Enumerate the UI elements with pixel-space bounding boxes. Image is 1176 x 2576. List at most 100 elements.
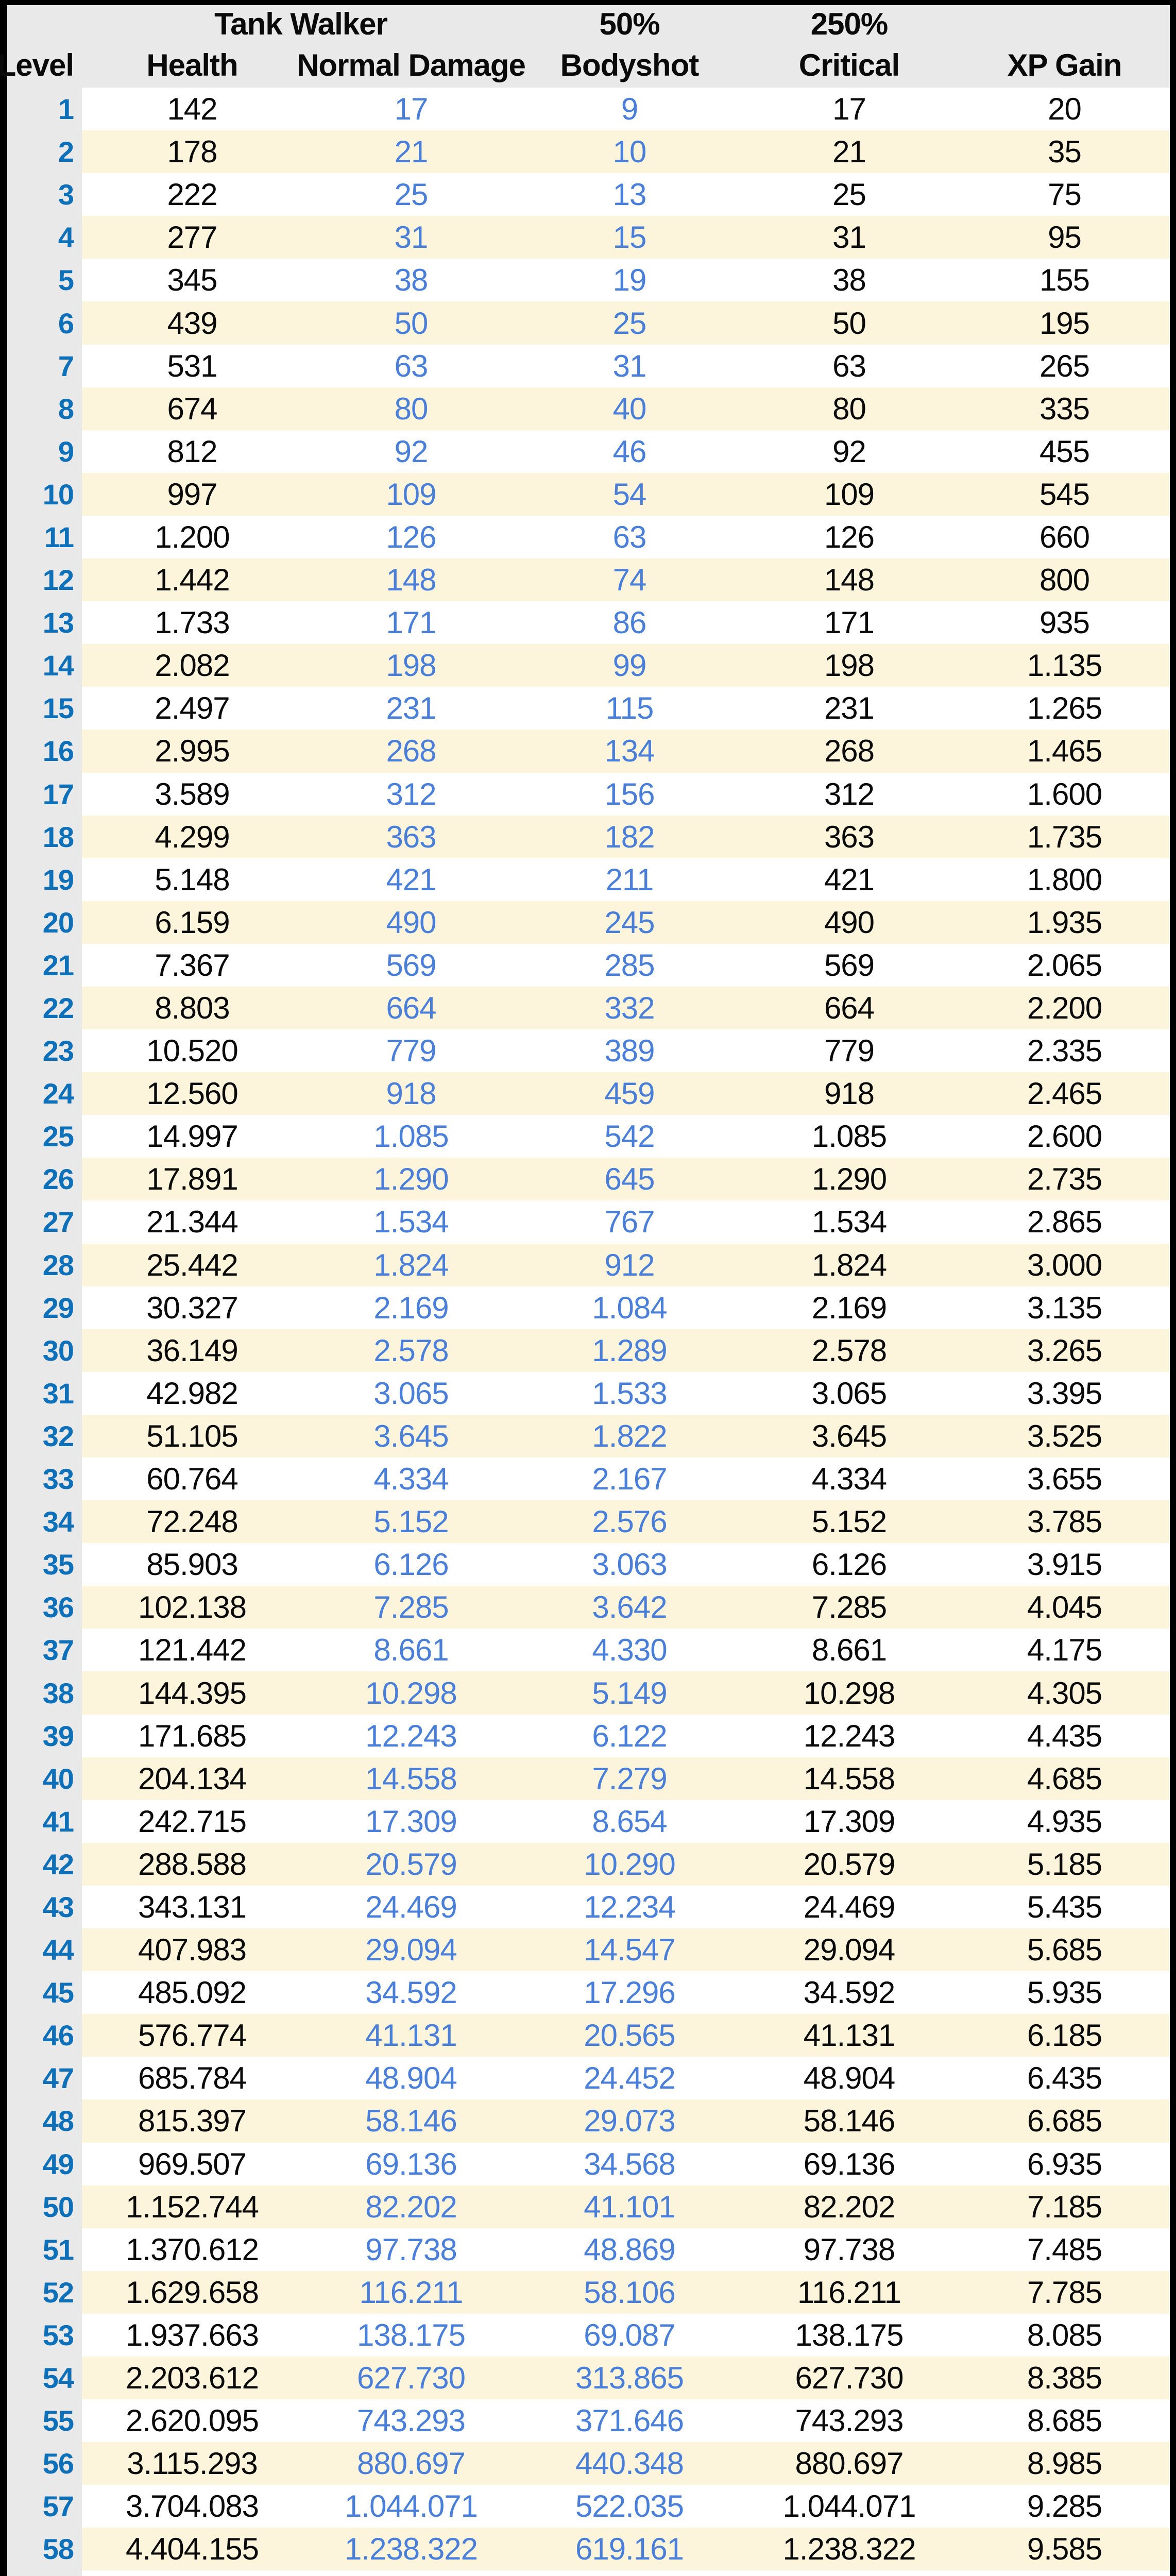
critical-cell: 4.334 — [811, 1462, 887, 1497]
table-row: 2 178 21 10 21 35 — [7, 130, 1170, 174]
xp-gain-cell: 3.655 — [1027, 1462, 1102, 1497]
critical-cell: 2.578 — [811, 1333, 887, 1368]
bodyshot-cell: 20.565 — [584, 2018, 676, 2053]
health-cell: 6.159 — [155, 905, 230, 940]
xp-gain-cell: 5.435 — [1027, 1889, 1102, 1924]
health-cell: 997 — [167, 477, 217, 512]
group-header-250-percent: 250% — [810, 6, 888, 41]
normal-damage-cell: 92 — [394, 434, 429, 469]
xp-gain-cell: 195 — [1039, 306, 1090, 341]
critical-cell: 2.169 — [811, 1290, 887, 1325]
critical-cell: 14.558 — [803, 1761, 896, 1796]
table-row: 30 36.149 2.578 1.289 2.578 3.265 — [7, 1329, 1170, 1372]
bodyshot-cell: 8.654 — [592, 1804, 667, 1839]
normal-damage-cell: 1.824 — [373, 1247, 449, 1282]
health-cell: 1.629.658 — [126, 2275, 259, 2310]
critical-cell: 58.146 — [803, 2104, 896, 2139]
level-cell: 2 — [7, 130, 82, 174]
normal-damage-cell: 918 — [386, 1076, 436, 1111]
normal-damage-cell: 7.285 — [373, 1590, 449, 1625]
xp-gain-cell: 2.865 — [1027, 1205, 1102, 1240]
normal-damage-cell: 25 — [394, 177, 429, 212]
critical-cell: 31 — [832, 220, 866, 255]
normal-damage-cell: 31 — [394, 220, 429, 255]
health-cell: 2.995 — [155, 734, 230, 769]
table-row: 6 439 50 25 50 195 — [7, 301, 1170, 345]
xp-gain-cell: 3.395 — [1027, 1376, 1102, 1411]
bodyshot-cell: 767 — [604, 1205, 655, 1240]
health-cell: 222 — [167, 177, 217, 212]
level-cell: 15 — [7, 687, 82, 730]
level-cell: 51 — [7, 2228, 82, 2271]
table-row: 32 51.105 3.645 1.822 3.645 3.525 — [7, 1414, 1170, 1458]
critical-cell: 231 — [824, 691, 875, 726]
bodyshot-cell: 156 — [604, 776, 655, 811]
bodyshot-cell: 19 — [612, 263, 647, 298]
group-header-50-percent: 50% — [599, 6, 660, 41]
level-cell: 24 — [7, 1072, 82, 1115]
level-cell: 53 — [7, 2313, 82, 2357]
table-row: 23 10.520 779 389 779 2.335 — [7, 1029, 1170, 1073]
level-cell: 33 — [7, 1458, 82, 1501]
xp-gain-cell: 3.265 — [1027, 1333, 1102, 1368]
group-header-tank-walker-label: Tank Walker — [214, 6, 388, 41]
table-row: 44 407.983 29.094 14.547 29.094 5.685 — [7, 1928, 1170, 1972]
xp-gain-cell: 7.185 — [1027, 2189, 1102, 2224]
table-row: 17 3.589 312 156 312 1.600 — [7, 772, 1170, 816]
bodyshot-cell: 24.452 — [584, 2061, 676, 2096]
critical-cell: 1.085 — [811, 1119, 887, 1154]
health-cell: 288.588 — [138, 1846, 247, 1882]
xp-gain-cell: 2.065 — [1027, 947, 1102, 982]
normal-damage-cell: 20.579 — [365, 1846, 457, 1882]
bodyshot-cell: 285 — [604, 947, 655, 982]
level-cell: 12 — [7, 558, 82, 602]
table-row: 35 85.903 6.126 3.063 6.126 3.915 — [7, 1543, 1170, 1586]
health-cell: 969.507 — [138, 2146, 247, 2181]
level-cell: 55 — [7, 2399, 82, 2443]
normal-damage-cell: 268 — [386, 734, 436, 769]
xp-gain-cell: 335 — [1039, 391, 1090, 426]
xp-gain-cell: 8.985 — [1027, 2446, 1102, 2481]
xp-gain-cell: 1.735 — [1027, 819, 1102, 854]
critical-cell: 1.469.287 — [739, 2570, 959, 2576]
normal-damage-cell: 6.126 — [373, 1547, 449, 1582]
critical-cell: 126 — [824, 519, 875, 554]
bodyshot-cell: 389 — [604, 1033, 655, 1069]
xp-gain-cell: 8.385 — [1027, 2361, 1102, 2396]
critical-cell: 1.238.322 — [782, 2532, 916, 2567]
normal-damage-cell: 138.175 — [357, 2317, 466, 2352]
table-row: 27 21.344 1.534 767 1.534 2.865 — [7, 1200, 1170, 1244]
xp-gain-cell: 5.185 — [1027, 1846, 1102, 1882]
xp-gain-cell: 265 — [1039, 348, 1090, 383]
normal-damage-cell: 50 — [394, 306, 429, 341]
xp-gain-cell: 2.735 — [1027, 1162, 1102, 1197]
bodyshot-column-header: Bodyshot — [560, 47, 700, 82]
level-cell: 44 — [7, 1928, 82, 1972]
xp-gain-cell: 1.465 — [1027, 734, 1102, 769]
critical-cell: 10.298 — [803, 1675, 896, 1710]
level-cell: 57 — [7, 2485, 82, 2528]
bodyshot-cell: 3.642 — [592, 1590, 667, 1625]
critical-cell: 148 — [824, 563, 875, 598]
group-header-row: Tank Walker 50% 250% — [7, 5, 1170, 42]
xp-gain-cell: 545 — [1039, 477, 1090, 512]
level-cell: 37 — [7, 1629, 82, 1672]
normal-damage-cell: 8.661 — [373, 1633, 449, 1668]
table-row: 39 171.685 12.243 6.122 12.243 4.435 — [7, 1714, 1170, 1757]
health-cell: 1.937.663 — [126, 2317, 259, 2352]
normal-damage-cell: 10.298 — [365, 1675, 457, 1710]
critical-cell: 268 — [824, 734, 875, 769]
xp-gain-cell: 155 — [1039, 263, 1090, 298]
health-cell: 242.715 — [138, 1804, 247, 1839]
health-cell: 36.149 — [146, 1333, 238, 1368]
table-row: 22 8.803 664 332 664 2.200 — [7, 986, 1170, 1030]
normal-damage-cell: 48.904 — [365, 2061, 457, 2096]
table-row: 51 1.370.612 97.738 48.869 97.738 7.485 — [7, 2228, 1170, 2271]
level-cell: 3 — [7, 173, 82, 216]
bodyshot-cell: 86 — [612, 605, 647, 640]
normal-damage-cell: 82.202 — [365, 2189, 457, 2224]
health-cell: 685.784 — [138, 2061, 247, 2096]
critical-cell: 171 — [824, 605, 875, 640]
bodyshot-cell: 542 — [604, 1119, 655, 1154]
